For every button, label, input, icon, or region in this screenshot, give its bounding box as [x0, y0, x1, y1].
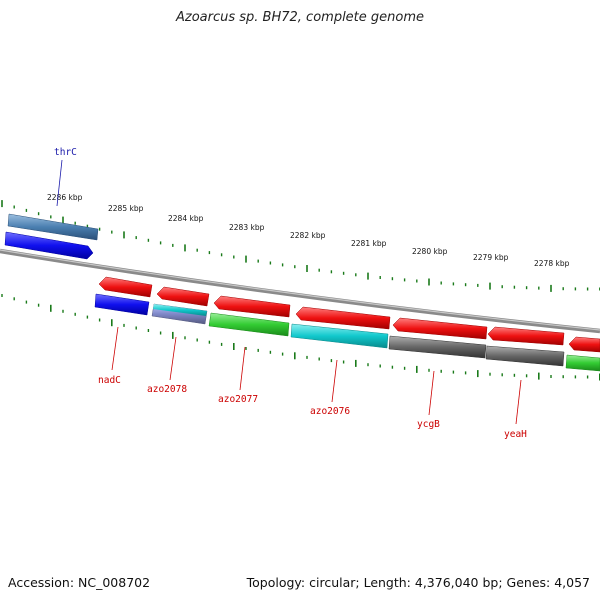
- scale-label: 2284 kbp: [168, 214, 204, 223]
- scale-label: 2283 kbp: [229, 223, 265, 232]
- scale-label: 2281 kbp: [351, 239, 387, 248]
- scale-label: 2286 kbp: [47, 193, 83, 202]
- scale-label: 2282 kbp: [290, 231, 326, 240]
- gene-label-azo2077[interactable]: azo2077: [218, 394, 258, 405]
- gene-azo2076-red[interactable]: [295, 306, 391, 330]
- scale-label: 2280 kbp: [412, 247, 448, 256]
- gene-label-ycgB[interactable]: ycgB: [417, 419, 440, 430]
- gene-edge-green[interactable]: [565, 354, 600, 372]
- gene-ycgB[interactable]: [388, 335, 487, 359]
- genome-backbone-highlight: [0, 249, 600, 331]
- scale-ticks-outer: [1, 200, 600, 292]
- gene-ycgB-red[interactable]: [392, 317, 488, 340]
- label-leader-azo2078: [169, 336, 177, 381]
- scale-label: 2279 kbp: [473, 253, 509, 262]
- gene-label-nadC[interactable]: nadC: [98, 375, 121, 386]
- gene-nadC[interactable]: [94, 293, 150, 316]
- label-leader-yeaH: [515, 379, 522, 425]
- gene-azo2077[interactable]: [208, 312, 290, 337]
- scale-label: 2285 kbp: [108, 204, 144, 213]
- page-title: Azoarcus sp. BH72, complete genome: [175, 10, 425, 25]
- label-leader-nadC: [111, 326, 119, 371]
- gene-yeaH[interactable]: [485, 345, 565, 367]
- gene-nadC-red[interactable]: [98, 276, 153, 298]
- scale-label: 2278 kbp: [534, 259, 570, 268]
- label-leader-azo2077: [239, 346, 246, 391]
- gene-azo2077-red[interactable]: [213, 295, 291, 318]
- gene-thrC-upper[interactable]: [7, 213, 99, 241]
- label-leader-ycgB: [428, 370, 435, 416]
- gene-thrC[interactable]: [4, 231, 94, 260]
- accession-info: Accession: NC_008702: [8, 575, 151, 590]
- label-leader-azo2076: [331, 359, 338, 403]
- gene-azo2078[interactable]: [151, 303, 208, 325]
- gene-label-azo2078[interactable]: azo2078: [147, 384, 187, 395]
- gene-edge-red[interactable]: [568, 336, 600, 353]
- gene-label-thrC[interactable]: thrC: [54, 147, 77, 158]
- gene-azo2076[interactable]: [290, 323, 389, 349]
- gene-yeaH-red[interactable]: [487, 326, 565, 346]
- label-leader-thrC: [56, 159, 63, 207]
- gene-azo2078-red[interactable]: [156, 286, 210, 307]
- gene-label-azo2076[interactable]: azo2076: [310, 406, 350, 417]
- genome-backbone: [0, 248, 600, 334]
- gene-label-yeaH[interactable]: yeaH: [504, 429, 527, 440]
- topology-info: Topology: circular; Length: 4,376,040 bp…: [246, 575, 590, 590]
